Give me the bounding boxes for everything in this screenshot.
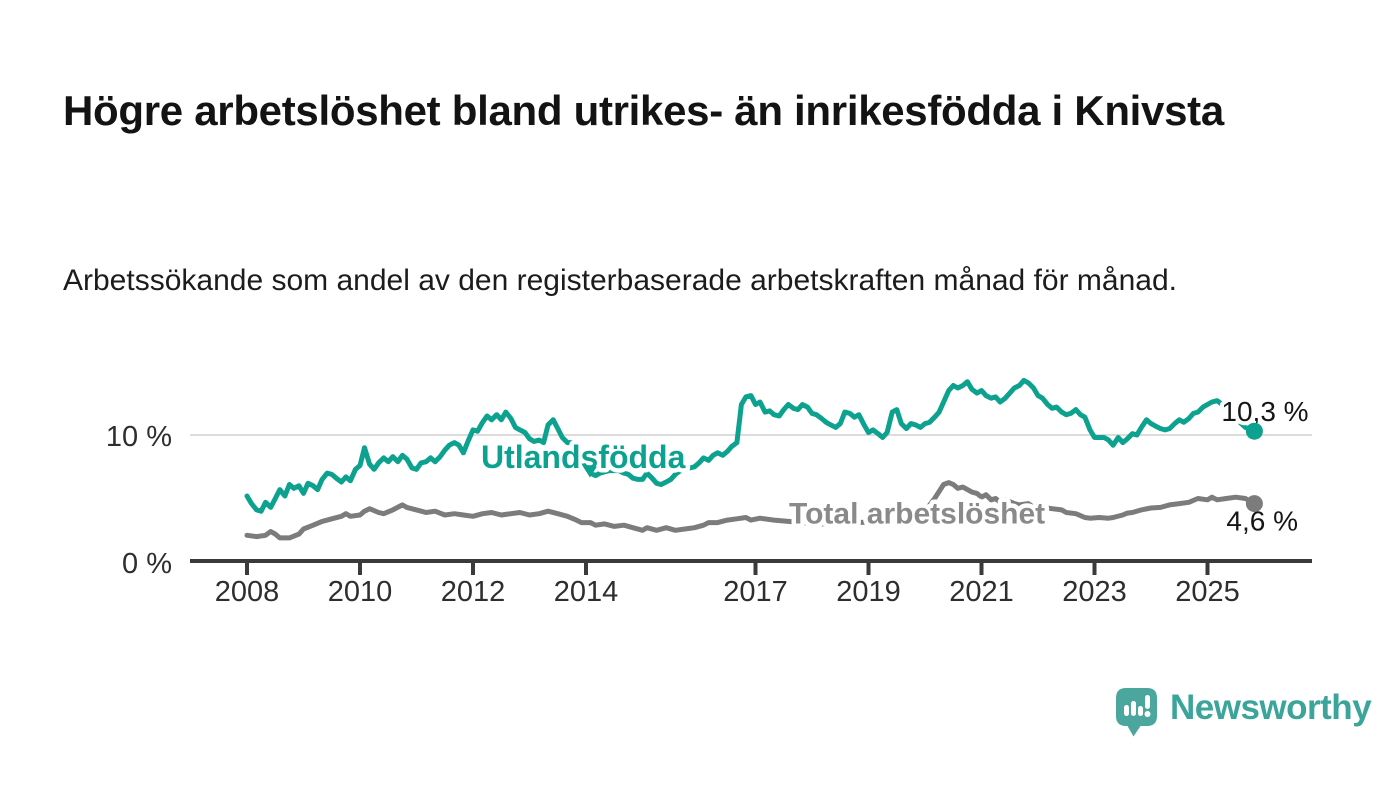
x-tick-label: 2019 [836, 576, 901, 608]
x-tick-label: 2025 [1175, 576, 1240, 608]
x-tick-label: 2017 [723, 576, 788, 608]
end-dot [1245, 495, 1263, 513]
y-tick-label: 0 % [122, 548, 172, 580]
label-pointer-icon [582, 466, 597, 478]
end-value-label: 10,3 % [1221, 396, 1308, 427]
x-tick-label: 2014 [554, 576, 619, 608]
y-tick-label: 10 % [106, 421, 172, 453]
end-value-label: 4,6 % [1226, 506, 1298, 537]
x-tick-label: 2023 [1062, 576, 1127, 608]
end-dot [1245, 422, 1263, 440]
chart-title: Högre arbetslöshet bland utrikes- än inr… [63, 87, 1224, 135]
series-line-utlandsfodda [244, 377, 1257, 514]
x-tick-label: 2021 [949, 576, 1014, 608]
newsworthy-logo-icon [1116, 688, 1157, 737]
newsworthy-logo-text: Newsworthy [1170, 688, 1372, 727]
newsworthy-logo: Newsworthy [1116, 688, 1372, 737]
x-tick-label: 2012 [441, 576, 506, 608]
series-inline-label: Total arbetslöshet [789, 497, 1045, 530]
x-tick-label: 2010 [328, 576, 393, 608]
chart-subtitle: Arbetssökande som andel av den registerb… [63, 264, 1177, 297]
x-tick-label: 2008 [215, 576, 280, 608]
series-line-total [244, 480, 1257, 541]
series-inline-label: Utlandsfödda [481, 439, 686, 475]
